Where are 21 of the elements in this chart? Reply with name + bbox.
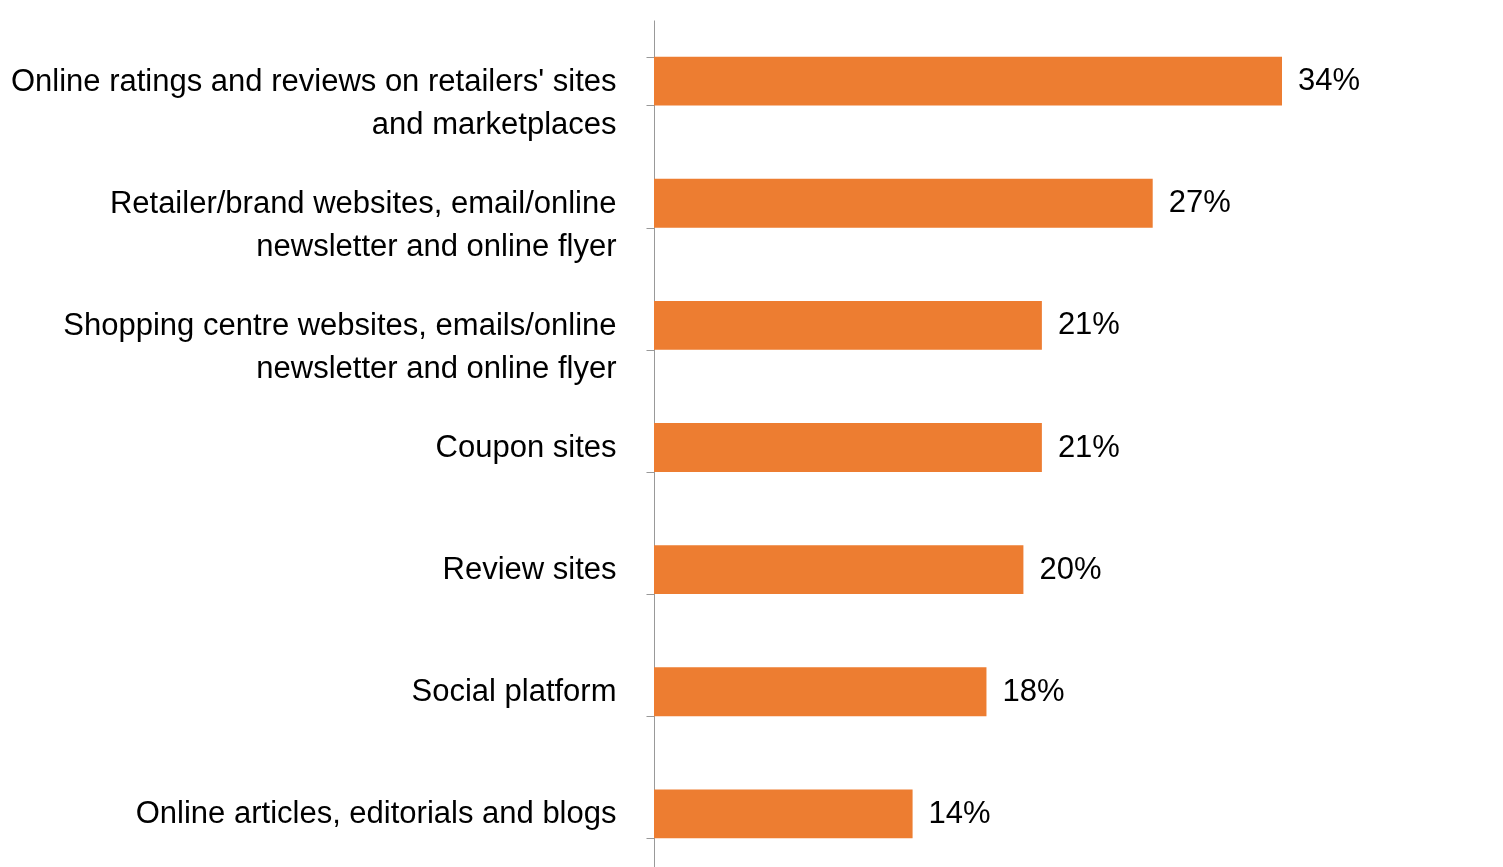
y-tick-label: Coupon sites [435,429,617,464]
y-tick-label: Social platform [411,673,617,709]
y-tick-label: Shopping centre websites, emails/online newsletter and online flyer [63,306,617,385]
data-label: 27% [1168,184,1231,220]
bar [654,300,1042,350]
bar [654,56,1282,106]
bar [654,545,1024,595]
data-label: 21% [1057,428,1120,464]
y-tick-label: Online articles, editorials and blogs [135,795,617,831]
data-label: 14% [928,794,991,830]
y-tick-label: Online ratings and reviews on retailers' sites and marketplaces [10,62,617,141]
data-label: 21% [1057,306,1120,342]
y-tick-label: Review sites [442,551,617,587]
bar [654,178,1153,228]
y-tick-label: Retailer/brand websites, email/online newsletter and online flyer [109,184,617,263]
data-label: 18% [1002,672,1065,708]
data-label: 20% [1039,550,1102,586]
bar [654,423,1042,472]
data-label: 34% [1298,62,1361,98]
bar [654,789,913,839]
bar [654,667,987,717]
